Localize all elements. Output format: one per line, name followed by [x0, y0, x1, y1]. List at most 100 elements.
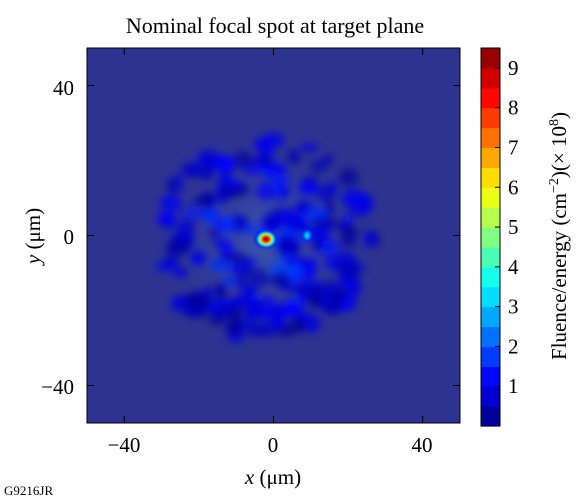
- speckle: [192, 195, 216, 206]
- speckle: [275, 236, 299, 255]
- colorbar-band: [481, 187, 500, 208]
- speckle: [290, 319, 307, 334]
- speckle: [246, 325, 269, 338]
- colorbar-label-end: ): [547, 112, 571, 119]
- colorbar-label-exp1: −2: [547, 178, 562, 193]
- secondary-speckle: [305, 233, 309, 238]
- colorbar-label-main: Fluence/energy (cm: [547, 193, 571, 360]
- colorbar-band: [481, 326, 500, 348]
- colorbar-band: [481, 87, 500, 109]
- speckle: [156, 211, 177, 224]
- speckle: [300, 143, 319, 152]
- colorbar-band: [481, 366, 500, 387]
- colorbar-band: [481, 406, 500, 427]
- x-tick-label-0: 0: [268, 433, 279, 457]
- colorbar-tick-label: 1: [508, 374, 519, 398]
- colorbar-band: [481, 346, 500, 367]
- speckle: [311, 280, 324, 296]
- colorbar-ticks: 1 2 3 4 5 6 7 8 9: [495, 56, 519, 398]
- colorbar-tick-label: 5: [508, 215, 519, 239]
- speckle: [294, 201, 315, 212]
- focal-spot-contour: [263, 237, 269, 242]
- colorbar-tick-label: 9: [508, 56, 519, 80]
- x-axis-label: x (μm): [244, 465, 301, 489]
- speckle: [208, 229, 218, 238]
- colorbar-tick-label: 6: [508, 175, 519, 199]
- speckle: [184, 293, 208, 302]
- speckle: [215, 155, 237, 173]
- speckle: [309, 241, 323, 249]
- speckle: [220, 251, 231, 263]
- colorbar: 1 2 3 4 5 6 7 8 9: [480, 47, 519, 427]
- speckle: [233, 150, 252, 170]
- colorbar-band: [481, 286, 500, 308]
- speckle: [287, 149, 301, 165]
- speckle: [315, 184, 337, 201]
- speckle: [176, 219, 196, 235]
- speckle: [307, 256, 318, 276]
- speckle: [338, 167, 359, 187]
- colorbar-tick-label: 3: [508, 295, 519, 319]
- speckle: [309, 159, 328, 173]
- speckle: [324, 255, 339, 271]
- colorbar-band: [481, 67, 500, 89]
- colorbar-tick-label: 8: [508, 96, 519, 120]
- speckle: [202, 207, 221, 224]
- speckle: [355, 193, 374, 214]
- colorbar-band: [481, 227, 500, 248]
- y-tick-label-40: 40: [53, 76, 74, 100]
- colorbar-band: [481, 167, 500, 188]
- colorbar-label: Fluence/energy (cm−2)(× 108): [547, 112, 571, 360]
- speckle: [340, 225, 359, 240]
- speckle: [224, 215, 234, 235]
- speckle: [214, 306, 237, 314]
- speckle: [174, 269, 187, 278]
- speckle: [167, 176, 177, 195]
- speckle: [263, 133, 285, 148]
- speckle: [190, 250, 206, 265]
- colorbar-band: [481, 127, 500, 149]
- speckle: [263, 161, 287, 174]
- speckle: [207, 313, 229, 326]
- colorbar-band: [481, 306, 500, 328]
- colorbar-band: [481, 207, 500, 228]
- colorbar-band: [481, 386, 500, 407]
- speckle: [245, 258, 257, 266]
- speckle: [204, 160, 214, 181]
- speckle: [233, 272, 246, 289]
- speckle: [240, 284, 255, 297]
- colorbar-band: [481, 48, 500, 69]
- speckle: [275, 188, 292, 196]
- colorbar-label-exp2: 8: [547, 119, 562, 126]
- speckle: [363, 229, 374, 247]
- colorbar-tick-label: 2: [508, 334, 519, 358]
- speckle: [301, 176, 320, 185]
- colorbar-band: [481, 107, 500, 129]
- speckle: [225, 322, 244, 336]
- speckle: [288, 311, 314, 323]
- speckle-field: [154, 133, 380, 343]
- speckle: [221, 241, 234, 254]
- speckle: [263, 211, 281, 232]
- y-axis-unit: (μm): [21, 208, 45, 255]
- speckle: [270, 271, 292, 287]
- speckle: [227, 252, 247, 263]
- speckle: [285, 263, 301, 278]
- speckle: [268, 303, 287, 320]
- speckle: [308, 323, 318, 334]
- speckle: [251, 294, 262, 302]
- speckle: [221, 187, 239, 199]
- speckle: [229, 294, 255, 308]
- speckle: [322, 154, 334, 165]
- speckle: [306, 225, 332, 241]
- speckle: [181, 161, 203, 178]
- speckle: [323, 301, 343, 315]
- speckle: [181, 206, 207, 219]
- plot-area: [86, 47, 461, 424]
- x-axis-var: x: [244, 465, 255, 489]
- colorbar-band: [481, 147, 500, 168]
- speckle: [254, 153, 272, 167]
- speckle: [197, 150, 219, 170]
- speckle: [295, 285, 308, 295]
